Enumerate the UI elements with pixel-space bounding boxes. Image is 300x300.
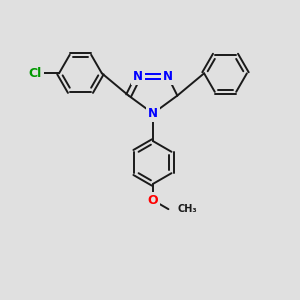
Text: N: N: [148, 107, 158, 120]
Text: CH₃: CH₃: [177, 204, 197, 214]
Text: Cl: Cl: [28, 67, 42, 80]
Text: O: O: [148, 194, 158, 207]
Text: N: N: [133, 70, 143, 83]
Text: N: N: [163, 70, 173, 83]
